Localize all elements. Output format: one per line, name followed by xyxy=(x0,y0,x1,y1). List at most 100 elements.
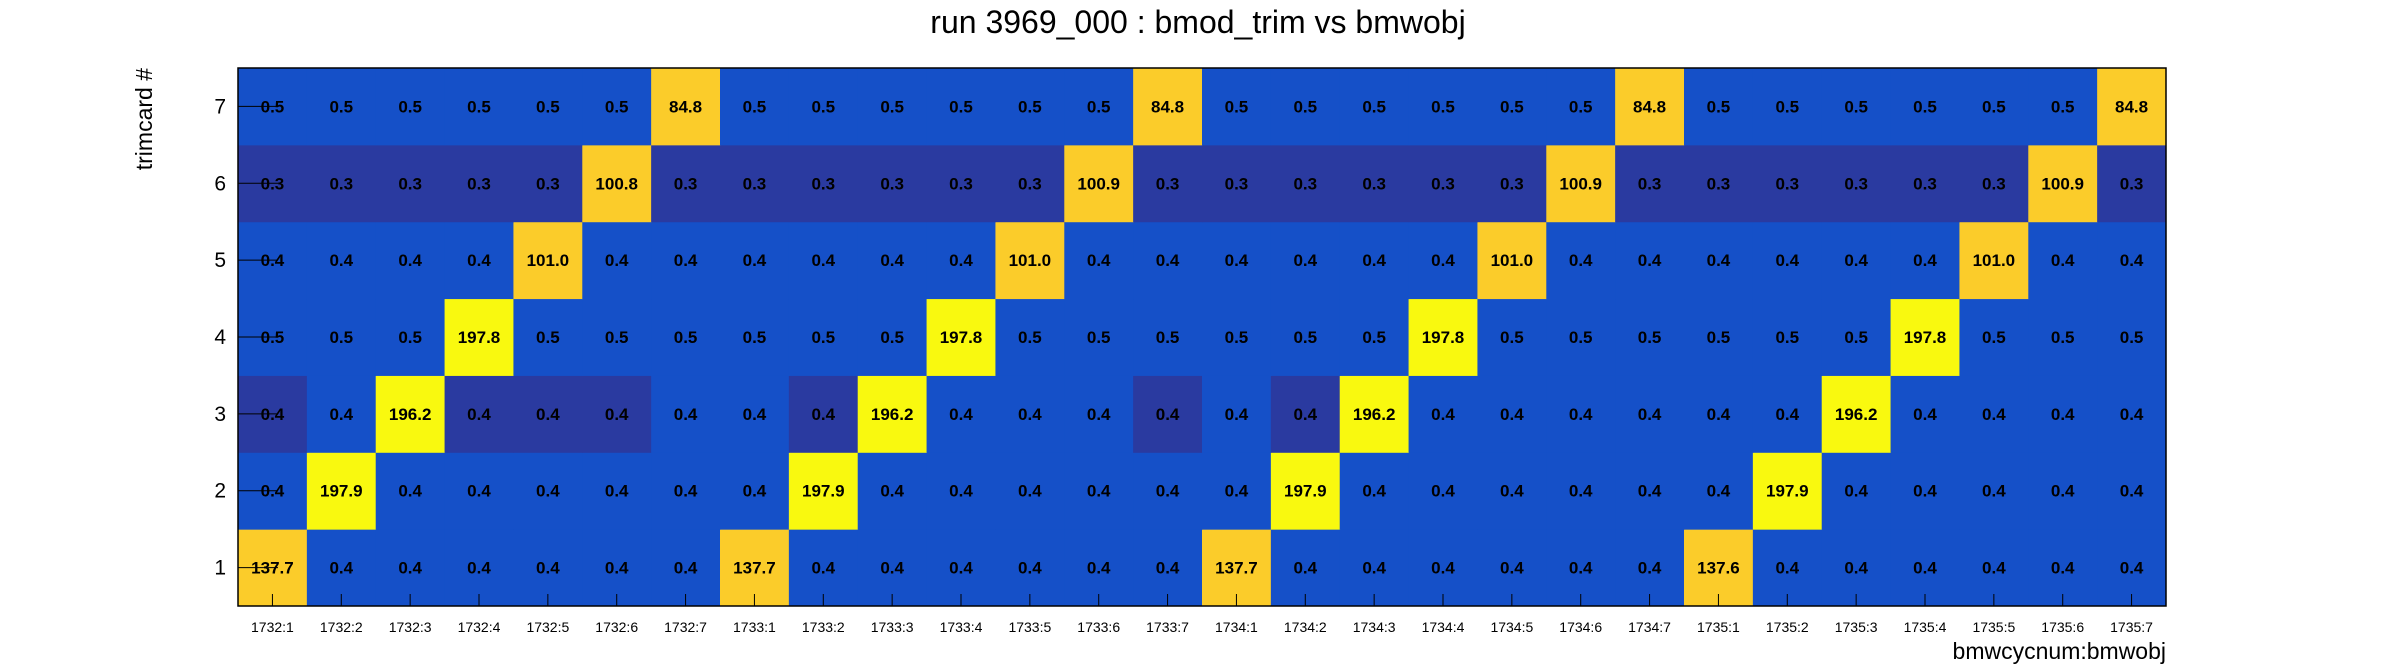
cell-value-label: 0.4 xyxy=(1569,251,1593,270)
heatmap-cell xyxy=(1064,375,1134,453)
cell-value-label: 100.8 xyxy=(595,174,638,193)
heatmap-cell xyxy=(1959,144,2029,223)
cell-value-label: 101.0 xyxy=(1491,251,1534,270)
heatmap-cell xyxy=(306,68,377,146)
cell-value-label: 0.4 xyxy=(1018,559,1042,578)
heatmap-cell xyxy=(2028,375,2098,453)
heatmap-cell xyxy=(1339,298,1410,376)
x-tick-label: 1732:5 xyxy=(526,619,569,635)
cell-value-label: 101.0 xyxy=(527,251,570,270)
heatmap-cell xyxy=(788,68,859,146)
cell-value-label: 0.5 xyxy=(1844,328,1868,347)
heatmap-cell xyxy=(1684,298,1754,376)
y-tick-label: 6 xyxy=(214,172,226,195)
cell-value-label: 0.5 xyxy=(1775,97,1799,116)
cell-value-label: 0.4 xyxy=(536,405,560,424)
y-axis-label: trimcard # xyxy=(131,68,157,170)
heatmap-cell xyxy=(2097,452,2167,530)
heatmap-cell xyxy=(1339,529,1410,607)
cell-value-label: 0.4 xyxy=(880,482,904,501)
heatmap-cell xyxy=(2028,452,2098,530)
cell-value-label: 0.5 xyxy=(1156,328,1180,347)
cell-value-label: 0.4 xyxy=(1707,251,1731,270)
heatmap-cell xyxy=(2097,375,2167,453)
cell-value-label: 197.8 xyxy=(458,328,501,347)
cell-value-label: 0.5 xyxy=(1569,328,1593,347)
cell-value-label: 0.4 xyxy=(1569,482,1593,501)
heatmap-cell xyxy=(1546,452,1616,530)
heatmap-cell xyxy=(375,375,446,453)
cell-value-label: 0.4 xyxy=(949,559,973,578)
cell-value-label: 0.5 xyxy=(674,328,698,347)
cell-value-label: 0.5 xyxy=(536,97,560,116)
cell-value-label: 0.3 xyxy=(467,174,491,193)
heatmap-cell xyxy=(1408,298,1478,376)
cell-value-label: 0.4 xyxy=(467,251,491,270)
heatmap-cell xyxy=(1133,529,1203,607)
cell-value-label: 0.4 xyxy=(467,559,491,578)
heatmap-cell xyxy=(1064,529,1134,607)
heatmap-cell xyxy=(1752,221,1823,300)
heatmap-cell xyxy=(1959,68,2029,146)
heatmap-cell xyxy=(720,68,790,146)
cell-value-label: 0.4 xyxy=(1293,405,1317,424)
cell-value-label: 197.9 xyxy=(320,482,363,501)
x-tick-label: 1734:4 xyxy=(1422,619,1465,635)
heatmap-cell xyxy=(1752,298,1823,376)
heatmap-cell xyxy=(513,144,583,223)
heatmap-cell xyxy=(1408,68,1478,146)
heatmap-cell xyxy=(306,375,377,453)
cell-value-label: 0.5 xyxy=(329,328,353,347)
heatmap-cell xyxy=(720,221,790,300)
heatmap-cell xyxy=(1752,375,1823,453)
cell-value-label: 0.4 xyxy=(467,405,491,424)
cell-value-label: 0.5 xyxy=(1087,97,1111,116)
cell-value-label: 0.4 xyxy=(743,251,767,270)
cell-value-label: 0.5 xyxy=(261,97,285,116)
cell-value-label: 0.4 xyxy=(1087,405,1111,424)
x-axis-ticks: 1732:1 1732:2 1732:3 1732:4 1732:5 1732:6 1732… xyxy=(251,594,2153,635)
heatmap-cell xyxy=(1684,375,1754,453)
cell-value-label: 0.4 xyxy=(1775,559,1799,578)
heatmap-cell xyxy=(2097,68,2167,146)
heatmap-cell xyxy=(1959,529,2029,607)
heatmap-cell xyxy=(1339,452,1410,530)
cell-value-label: 0.5 xyxy=(811,328,835,347)
cell-value-label: 0.5 xyxy=(1225,328,1249,347)
x-tick-label: 1735:6 xyxy=(2041,619,2084,635)
heatmap-cell xyxy=(926,298,996,376)
heatmap-cell xyxy=(995,298,1065,376)
heatmap-cell xyxy=(1752,144,1823,223)
heatmap-cell xyxy=(857,375,928,453)
cell-value-label: 0.4 xyxy=(1638,559,1662,578)
heatmap-cell xyxy=(1064,298,1134,376)
heatmap-cell xyxy=(513,68,583,146)
cell-value-label: 0.4 xyxy=(2120,482,2144,501)
cell-value-label: 0.3 xyxy=(1982,174,2006,193)
cell-value-label: 197.9 xyxy=(1284,482,1327,501)
heatmap-cell xyxy=(1615,375,1685,453)
cell-value-label: 0.4 xyxy=(1500,482,1524,501)
cell-value-label: 0.5 xyxy=(2051,97,2075,116)
cell-value-label: 100.9 xyxy=(2041,174,2084,193)
heatmap-cell xyxy=(444,144,514,223)
cell-value-label: 0.4 xyxy=(949,251,973,270)
heatmap-cell xyxy=(720,298,790,376)
x-tick-label: 1734:7 xyxy=(1628,619,1671,635)
cell-value-label: 0.4 xyxy=(1362,482,1386,501)
cell-value-label: 0.4 xyxy=(605,559,629,578)
cell-value-label: 0.4 xyxy=(1982,559,2006,578)
x-tick-label: 1733:4 xyxy=(940,619,983,635)
heatmap-cell xyxy=(1270,375,1341,453)
cell-value-label: 0.4 xyxy=(1844,559,1868,578)
heatmap-cell xyxy=(1270,529,1341,607)
cell-value-label: 0.4 xyxy=(1018,405,1042,424)
heatmap-cell xyxy=(306,298,377,376)
heatmap-cell xyxy=(1684,529,1754,607)
cell-value-label: 0.4 xyxy=(2051,559,2075,578)
cell-value-label: 0.4 xyxy=(1431,482,1455,501)
y-tick-label: 7 xyxy=(214,95,226,118)
heatmap-cell xyxy=(2097,298,2167,376)
cell-value-label: 0.4 xyxy=(398,482,422,501)
cell-value-label: 0.3 xyxy=(1775,174,1799,193)
